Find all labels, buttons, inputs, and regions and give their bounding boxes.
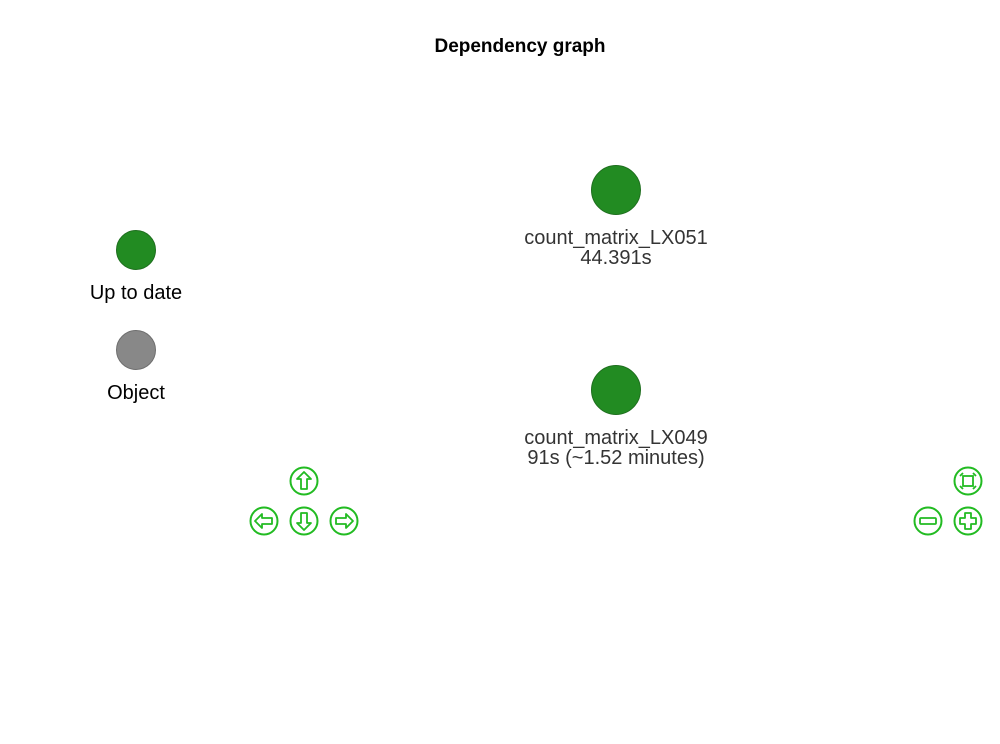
legend-up-to-date-dot	[116, 230, 156, 270]
node-name-label: count_matrix_LX049	[524, 427, 708, 449]
pan-right-button[interactable]	[329, 506, 359, 536]
node-time-label: 91s (~1.52 minutes)	[527, 447, 705, 469]
legend-up-to-date-label: Up to date	[89, 282, 183, 304]
zoom-in-button[interactable]	[953, 506, 983, 536]
node-time-label: 44.391s	[580, 247, 652, 269]
pan-down-button[interactable]	[289, 506, 319, 536]
zoom-fit-button[interactable]	[953, 466, 983, 496]
left-arrow-icon	[249, 506, 279, 536]
graph-title: Dependency graph	[434, 36, 606, 57]
node-name-label: count_matrix_LX051	[524, 227, 708, 249]
node-dot[interactable]	[591, 365, 641, 415]
zoom-out-button[interactable]	[913, 506, 943, 536]
legend-object-label: Object	[107, 382, 165, 404]
up-arrow-icon	[289, 466, 319, 496]
pan-up-button[interactable]	[289, 466, 319, 496]
legend-object-dot	[116, 330, 156, 370]
zoom-fit-icon	[953, 466, 983, 496]
pan-left-button[interactable]	[249, 506, 279, 536]
down-arrow-icon	[289, 506, 319, 536]
node-dot[interactable]	[591, 165, 641, 215]
zoom-in-icon	[953, 506, 983, 536]
zoom-out-icon	[913, 506, 943, 536]
right-arrow-icon	[329, 506, 359, 536]
